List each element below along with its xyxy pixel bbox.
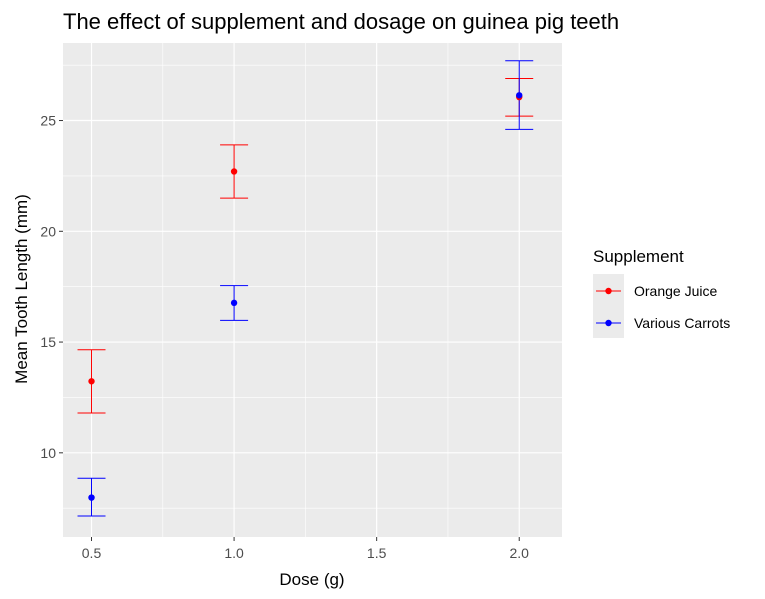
y-tick-label: 10 [40,445,56,461]
data-marks [77,60,534,517]
x-axis: 0.5 1.0 1.5 2.0 [82,537,529,561]
x-tick-label: 1.0 [224,545,244,561]
y-tick-label: 20 [40,223,56,239]
y-axis-title: Mean Tooth Length (mm) [12,194,31,384]
x-tick-label: 1.5 [367,545,387,561]
legend-key-point [605,319,612,327]
x-tick-label: 0.5 [82,545,102,561]
y-axis: 10 15 20 25 [40,113,63,461]
data-point [88,494,95,501]
legend-label: Orange Juice [634,283,717,299]
legend-key-point [605,287,612,295]
y-tick-label: 25 [40,113,56,129]
legend-title: Supplement [593,247,684,266]
chart-title: The effect of supplement and dosage on g… [63,9,619,34]
data-point [230,299,238,307]
data-point [516,92,523,99]
data-point [230,168,238,175]
legend-key-background [593,274,624,338]
x-tick-label: 2.0 [509,545,529,561]
legend-label: Various Carrots [634,315,730,331]
y-tick-label: 15 [40,334,56,350]
x-axis-title: Dose (g) [279,570,344,589]
legend: Supplement Orange Juice Various Carrots [593,247,730,338]
data-point [88,378,95,385]
plot-panel [63,43,562,537]
